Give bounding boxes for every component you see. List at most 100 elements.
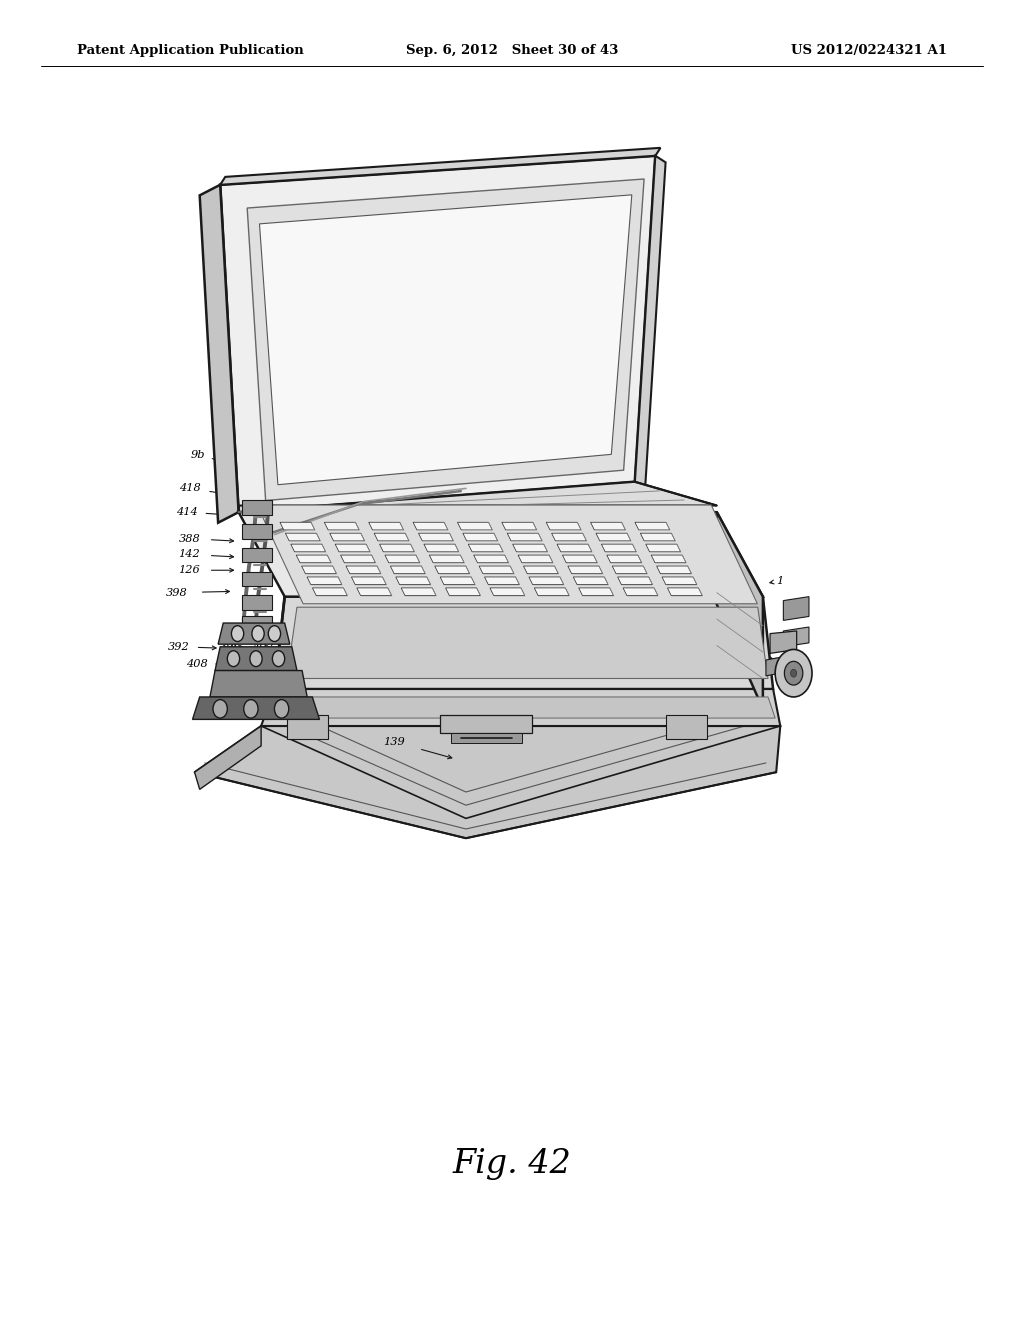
Polygon shape (596, 533, 631, 541)
Polygon shape (341, 556, 376, 562)
Polygon shape (783, 627, 809, 647)
Polygon shape (380, 544, 415, 552)
Polygon shape (195, 726, 261, 789)
Polygon shape (591, 523, 626, 529)
Polygon shape (557, 544, 592, 552)
Polygon shape (374, 533, 409, 541)
Polygon shape (546, 523, 581, 529)
Polygon shape (369, 523, 403, 529)
Polygon shape (562, 556, 597, 562)
Polygon shape (474, 556, 509, 562)
Polygon shape (273, 697, 775, 718)
Polygon shape (612, 566, 647, 574)
Text: Sep. 6, 2012   Sheet 30 of 43: Sep. 6, 2012 Sheet 30 of 43 (406, 44, 618, 57)
Polygon shape (200, 185, 239, 523)
Polygon shape (312, 587, 347, 595)
Polygon shape (247, 180, 644, 500)
Text: 9a: 9a (349, 444, 364, 454)
Polygon shape (291, 544, 326, 552)
Text: 392: 392 (168, 642, 190, 652)
Polygon shape (413, 523, 447, 529)
Polygon shape (351, 577, 386, 585)
Polygon shape (242, 524, 272, 539)
Polygon shape (210, 671, 307, 697)
Polygon shape (242, 500, 272, 515)
Polygon shape (242, 595, 272, 610)
Polygon shape (429, 556, 464, 562)
Polygon shape (484, 577, 519, 585)
Circle shape (274, 700, 289, 718)
Polygon shape (261, 689, 780, 726)
Polygon shape (257, 506, 758, 603)
Polygon shape (419, 533, 454, 541)
Polygon shape (259, 195, 632, 484)
Polygon shape (523, 566, 558, 574)
Circle shape (227, 651, 240, 667)
Text: 142: 142 (178, 549, 201, 560)
Text: 2b: 2b (626, 549, 640, 560)
Polygon shape (287, 607, 768, 678)
Polygon shape (242, 616, 272, 631)
Text: US 2012/0224321 A1: US 2012/0224321 A1 (792, 44, 947, 57)
Polygon shape (242, 548, 272, 562)
Polygon shape (607, 556, 642, 562)
Polygon shape (424, 544, 459, 552)
Polygon shape (280, 523, 314, 529)
Text: 7: 7 (669, 576, 677, 586)
Polygon shape (668, 587, 702, 595)
Circle shape (272, 651, 285, 667)
Polygon shape (356, 587, 391, 595)
Circle shape (775, 649, 812, 697)
Polygon shape (617, 577, 652, 585)
Text: 102a: 102a (738, 655, 767, 665)
Polygon shape (401, 587, 436, 595)
Polygon shape (440, 577, 475, 585)
Circle shape (244, 700, 258, 718)
Text: 1: 1 (776, 576, 784, 586)
Polygon shape (646, 544, 681, 552)
Text: 139: 139 (383, 737, 406, 747)
Text: 398: 398 (166, 587, 188, 598)
Circle shape (791, 669, 797, 677)
Polygon shape (573, 577, 608, 585)
Circle shape (213, 700, 227, 718)
Polygon shape (640, 533, 675, 541)
Polygon shape (479, 566, 514, 574)
Polygon shape (287, 715, 328, 739)
Polygon shape (568, 566, 603, 574)
Polygon shape (220, 156, 655, 512)
Text: Patent Application Publication: Patent Application Publication (77, 44, 303, 57)
Polygon shape (528, 577, 564, 585)
Polygon shape (651, 556, 686, 562)
Polygon shape (770, 631, 797, 653)
Circle shape (252, 626, 264, 642)
Text: 414: 414 (176, 507, 199, 517)
Text: 388: 388 (178, 533, 201, 544)
Text: Fig. 42: Fig. 42 (453, 1148, 571, 1180)
Polygon shape (656, 566, 691, 574)
Text: 104: 104 (421, 665, 443, 676)
Text: 418: 418 (178, 483, 201, 494)
Polygon shape (445, 587, 480, 595)
Text: 420: 420 (273, 480, 296, 491)
Polygon shape (385, 556, 420, 562)
Polygon shape (601, 544, 636, 552)
Text: 9: 9 (605, 318, 613, 329)
Polygon shape (195, 726, 780, 838)
Polygon shape (239, 512, 763, 597)
Polygon shape (440, 715, 532, 733)
Polygon shape (193, 697, 319, 719)
Polygon shape (666, 715, 707, 739)
Text: 9b: 9b (190, 450, 205, 461)
Polygon shape (513, 544, 548, 552)
Text: 408: 408 (185, 659, 208, 669)
Polygon shape (507, 533, 542, 541)
Polygon shape (623, 587, 657, 595)
Circle shape (231, 626, 244, 642)
Polygon shape (468, 544, 503, 552)
Polygon shape (286, 533, 321, 541)
Text: 444: 444 (258, 499, 281, 510)
Polygon shape (325, 523, 359, 529)
Polygon shape (766, 657, 780, 676)
Polygon shape (451, 733, 522, 743)
